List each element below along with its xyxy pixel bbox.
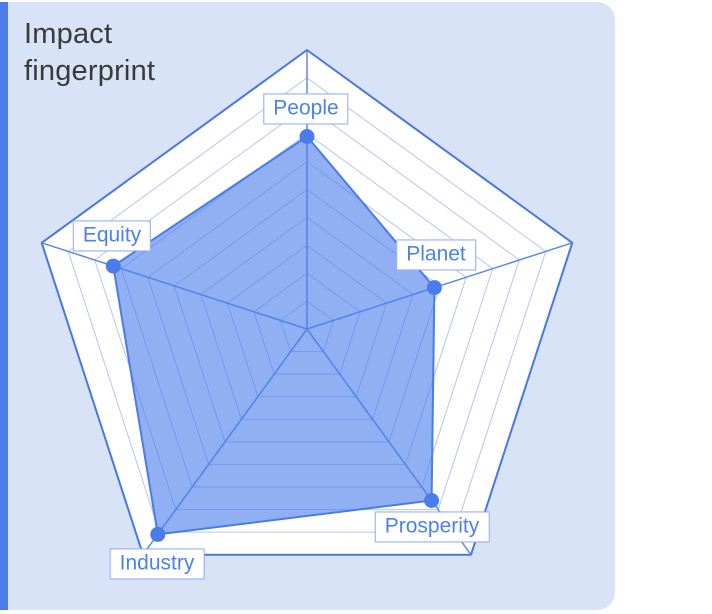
- axis-label-prosperity[interactable]: Prosperity: [374, 511, 490, 543]
- axis-label-industry[interactable]: Industry: [109, 548, 205, 580]
- axis-label-planet[interactable]: Planet: [396, 239, 476, 271]
- data-point-prosperity: [424, 493, 440, 508]
- data-point-planet: [426, 280, 442, 296]
- data-point-industry: [150, 526, 166, 542]
- card-accent-strip: [0, 2, 8, 610]
- data-point-people: [299, 129, 315, 144]
- page-title-line1: Impact: [24, 18, 113, 50]
- page-title-line2: fingerprint: [24, 54, 156, 87]
- page-title: Impact fingerprint: [24, 16, 155, 89]
- axis-label-equity[interactable]: Equity: [72, 220, 152, 252]
- axis-label-people[interactable]: People: [263, 93, 349, 125]
- data-point-equity: [105, 258, 121, 274]
